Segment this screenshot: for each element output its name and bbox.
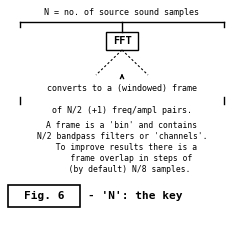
Bar: [8, 185, 80, 207]
Text: A frame is a 'bin' and contains: A frame is a 'bin' and contains: [46, 121, 198, 130]
Text: frame overlap in steps of: frame overlap in steps of: [51, 154, 193, 163]
Text: (by default) N/8 samples.: (by default) N/8 samples.: [54, 165, 190, 174]
Text: FFT: FFT: [113, 36, 131, 46]
Text: converts to a (windowed) frame: converts to a (windowed) frame: [47, 84, 197, 93]
Text: - 'N': the key: - 'N': the key: [88, 191, 183, 201]
Text: N = no. of source sound samples: N = no. of source sound samples: [44, 8, 200, 17]
Text: N/2 bandpass filters or 'channels'.: N/2 bandpass filters or 'channels'.: [37, 132, 207, 141]
Text: of N/2 (+1) freq/ampl pairs.: of N/2 (+1) freq/ampl pairs.: [52, 106, 192, 115]
Text: To improve results there is a: To improve results there is a: [46, 143, 198, 152]
Bar: [106, 32, 138, 50]
Text: Fig. 6: Fig. 6: [24, 191, 64, 201]
